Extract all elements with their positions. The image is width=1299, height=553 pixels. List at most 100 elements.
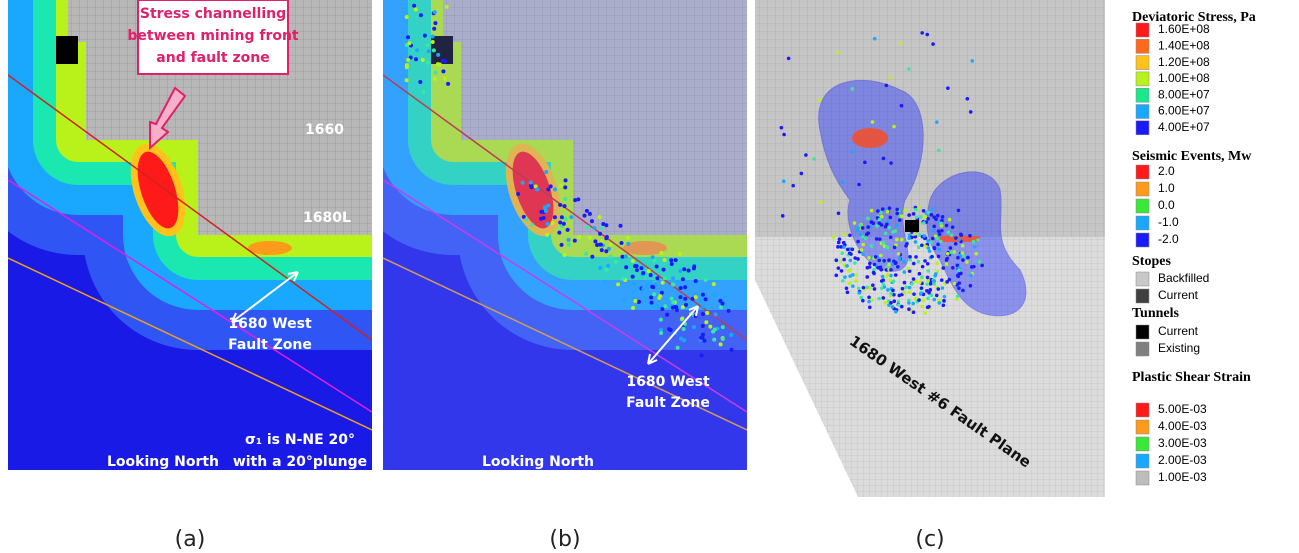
seismic-event xyxy=(836,51,840,55)
seismic-event xyxy=(782,133,786,137)
seismic-event xyxy=(900,238,904,242)
seismic-event xyxy=(917,245,921,249)
seismic-event xyxy=(871,120,875,124)
seismic-event xyxy=(889,161,893,165)
seismic-event xyxy=(885,84,889,88)
seismic-event xyxy=(868,286,872,290)
seismic-event xyxy=(414,7,418,11)
seismic-event xyxy=(854,273,858,277)
seismic-event xyxy=(867,295,871,299)
seismic-event xyxy=(894,229,898,233)
seismic-event xyxy=(947,278,951,282)
seismic-event xyxy=(895,224,899,228)
seismic-event xyxy=(846,291,850,295)
seismic-event xyxy=(845,287,849,291)
seismic-event xyxy=(641,271,645,275)
seismic-event xyxy=(882,282,886,286)
legend-label: Current xyxy=(1158,324,1199,338)
seismic-event xyxy=(645,284,649,288)
seismic-event xyxy=(914,208,918,212)
seismic-event xyxy=(863,161,867,165)
seismic-event xyxy=(588,236,592,240)
seismic-event xyxy=(970,59,974,63)
seismic-event xyxy=(787,57,791,61)
seismic-event xyxy=(926,279,930,283)
seismic-event xyxy=(861,252,865,256)
seismic-event xyxy=(956,294,960,298)
seismic-event xyxy=(692,264,696,268)
seismic-event xyxy=(887,226,891,230)
seismic-event xyxy=(948,218,952,222)
seismic-event xyxy=(701,293,705,297)
seismic-event xyxy=(598,232,602,236)
seismic-event xyxy=(945,257,949,261)
seismic-event xyxy=(848,259,852,263)
seismic-event xyxy=(922,234,926,238)
legend-label: 1.00E+08 xyxy=(1158,71,1210,85)
legend-label: 8.00E+07 xyxy=(1158,87,1210,101)
seismic-event xyxy=(853,256,857,260)
seismic-event xyxy=(637,300,641,304)
seismic-event xyxy=(632,282,636,286)
legend-label: 1.00E-03 xyxy=(1158,470,1207,484)
seismic-event xyxy=(605,235,609,239)
seismic-event xyxy=(729,333,733,337)
seismic-event xyxy=(838,237,842,241)
seismic-event xyxy=(433,10,437,14)
seismic-event xyxy=(908,255,912,259)
seismic-event xyxy=(942,304,946,308)
seismic-event xyxy=(718,299,722,303)
seismic-event xyxy=(800,172,804,176)
seismic-event xyxy=(937,229,941,233)
seismic-event xyxy=(407,41,411,45)
legend-swatch xyxy=(1136,216,1149,230)
seismic-event xyxy=(957,281,961,285)
seismic-event xyxy=(891,289,895,293)
seismic-event xyxy=(641,287,645,291)
seismic-event xyxy=(651,255,655,259)
seismic-event xyxy=(721,337,725,341)
seismic-event xyxy=(600,248,604,252)
seismic-event xyxy=(721,325,725,329)
seismic-event xyxy=(679,337,683,341)
seismic-event xyxy=(912,277,916,281)
seismic-event xyxy=(932,246,936,250)
seismic-event xyxy=(876,209,880,213)
seismic-event xyxy=(912,262,916,266)
seismic-event xyxy=(927,305,931,309)
seismic-event xyxy=(880,287,884,291)
seismic-event xyxy=(935,294,939,298)
seismic-event xyxy=(895,208,899,212)
seismic-event xyxy=(920,286,924,290)
seismic-event xyxy=(698,299,702,303)
legend-swatch xyxy=(1136,105,1149,119)
seismic-event xyxy=(978,260,982,264)
seismic-event xyxy=(619,224,623,228)
seismic-event xyxy=(659,331,663,335)
seismic-event xyxy=(922,221,926,225)
legend-swatch xyxy=(1136,403,1149,417)
seismic-event xyxy=(601,222,605,226)
seismic-event xyxy=(650,301,654,305)
seismic-event xyxy=(545,233,549,237)
seismic-event xyxy=(884,232,888,236)
seismic-event xyxy=(874,255,878,259)
seismic-event xyxy=(670,297,674,301)
seismic-event xyxy=(930,294,934,298)
seismic-event xyxy=(895,238,899,242)
seismic-event xyxy=(851,284,855,288)
seismic-event xyxy=(931,42,935,46)
figure: Stress channelling between mining front … xyxy=(0,0,1299,553)
seismic-event xyxy=(842,232,846,236)
seismic-event xyxy=(936,214,940,218)
seismic-event xyxy=(943,295,947,299)
seismic-event xyxy=(842,241,846,245)
seismic-event xyxy=(781,214,785,218)
seismic-event xyxy=(426,61,430,65)
seismic-event xyxy=(606,264,610,268)
seismic-event xyxy=(679,286,683,290)
seismic-event xyxy=(708,325,712,329)
seismic-event xyxy=(694,295,698,299)
seismic-event xyxy=(907,236,911,240)
current-tunnel xyxy=(905,220,919,232)
